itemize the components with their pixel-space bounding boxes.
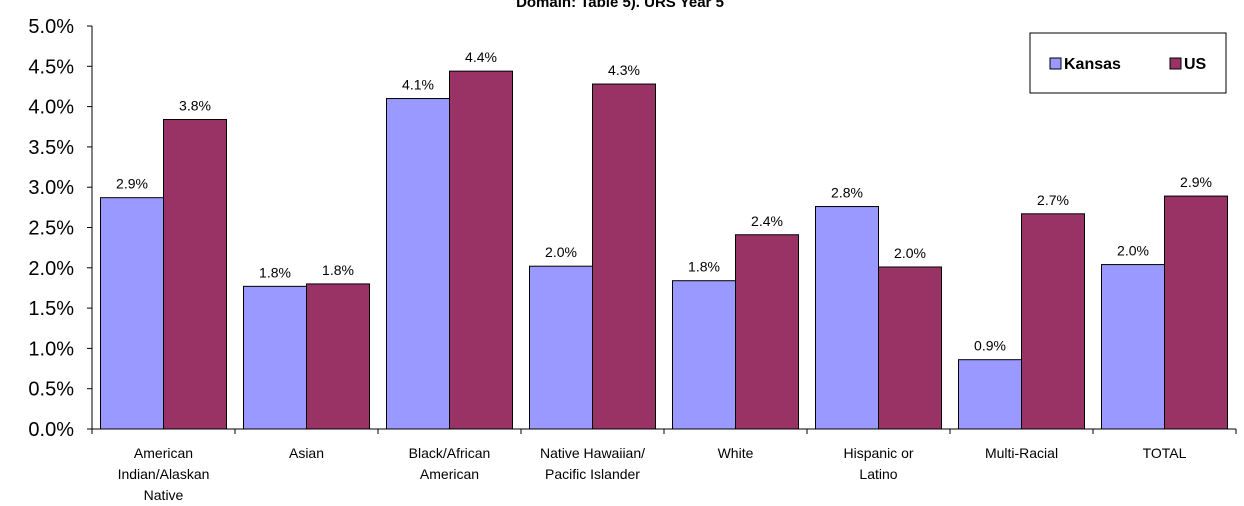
bar-kansas <box>1101 264 1165 430</box>
legend-swatch-kansas <box>1049 57 1062 70</box>
bar-us <box>735 234 799 430</box>
y-tick-label: 0.5% <box>28 379 74 401</box>
bar-us <box>449 70 513 430</box>
data-label: 2.9% <box>116 176 148 192</box>
data-label: 2.9% <box>1180 174 1212 190</box>
data-label: 4.3% <box>608 62 640 78</box>
bar-kansas <box>100 197 164 430</box>
bar-kansas <box>243 285 307 430</box>
y-tick-label: 4.0% <box>28 97 74 119</box>
y-tick-label: 3.5% <box>28 137 74 159</box>
x-axis: American Indian/Alaskan Native Asian Black/A… <box>91 428 1237 503</box>
bar-kansas <box>958 359 1022 430</box>
y-tick-label: 1.0% <box>28 338 74 360</box>
data-label: 1.8% <box>688 259 720 275</box>
data-label: 2.0% <box>545 244 577 260</box>
y-tick-label: 5.0% <box>28 16 74 38</box>
y-tick-label: 4.5% <box>28 56 74 78</box>
x-tick-label: Asian <box>289 445 324 461</box>
y-tick-label: 1.5% <box>28 298 74 320</box>
chart-title: Domain: Table 5). URS Year 5 <box>516 0 724 11</box>
data-label: 0.9% <box>974 338 1006 354</box>
bar-kansas <box>386 98 450 430</box>
x-tick-label: American Indian/Alaskan Native <box>118 445 210 503</box>
y-tick-label: 2.0% <box>28 258 74 280</box>
legend-swatch-us <box>1169 57 1182 70</box>
bar-us <box>1021 213 1085 430</box>
x-tick-label: Hispanic or Latino <box>843 445 913 482</box>
bar-us <box>306 283 370 430</box>
x-tick-label: Native Hawaiian/Pacific Islander <box>540 445 645 482</box>
data-labels-group: 2.9% 3.8% 1.8% 1.8% 4.1% 4.4% 2.0% 4.3% 1.8% 2.4%… <box>116 49 1212 354</box>
bar-kansas <box>529 265 593 430</box>
data-label: 3.8% <box>179 97 211 113</box>
y-tick-label: 3.0% <box>28 177 74 199</box>
data-label: 1.8% <box>322 262 354 278</box>
legend-label-us: US <box>1184 56 1207 73</box>
bar-us <box>163 118 227 430</box>
legend-box <box>1029 32 1227 94</box>
data-label: 4.4% <box>465 49 497 65</box>
legend: Kansas US <box>1029 32 1227 94</box>
bar-us <box>878 266 942 430</box>
legend-label-kansas: Kansas <box>1064 56 1121 73</box>
data-label: 2.4% <box>751 213 783 229</box>
bar-kansas <box>815 206 879 430</box>
data-label: 1.8% <box>259 264 291 280</box>
x-tick-label: Black/African American <box>409 445 491 482</box>
x-tick-label: White <box>718 445 754 461</box>
bar-kansas <box>672 280 736 430</box>
bar-us <box>592 83 656 430</box>
y-tick-label: 0.0% <box>28 419 74 441</box>
data-label: 2.0% <box>1117 243 1149 259</box>
y-axis: 0.0% 0.5% 1.0% 1.5% 2.0% 2.5% 3.0% 3.5% 4.0% 4.5%… <box>28 16 93 441</box>
bar-us <box>1164 195 1228 430</box>
y-tick-label: 2.5% <box>28 218 74 240</box>
data-label: 2.8% <box>831 185 863 201</box>
x-tick-label: TOTAL <box>1143 445 1187 461</box>
data-label: 2.7% <box>1037 192 1069 208</box>
data-label: 2.0% <box>894 245 926 261</box>
x-tick-label: Multi-Racial <box>985 445 1058 461</box>
data-label: 4.1% <box>402 77 434 93</box>
bar-series-group <box>100 70 1228 430</box>
